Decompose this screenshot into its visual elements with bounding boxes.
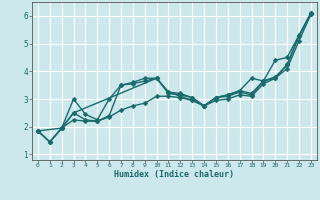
X-axis label: Humidex (Indice chaleur): Humidex (Indice chaleur)	[115, 170, 234, 179]
